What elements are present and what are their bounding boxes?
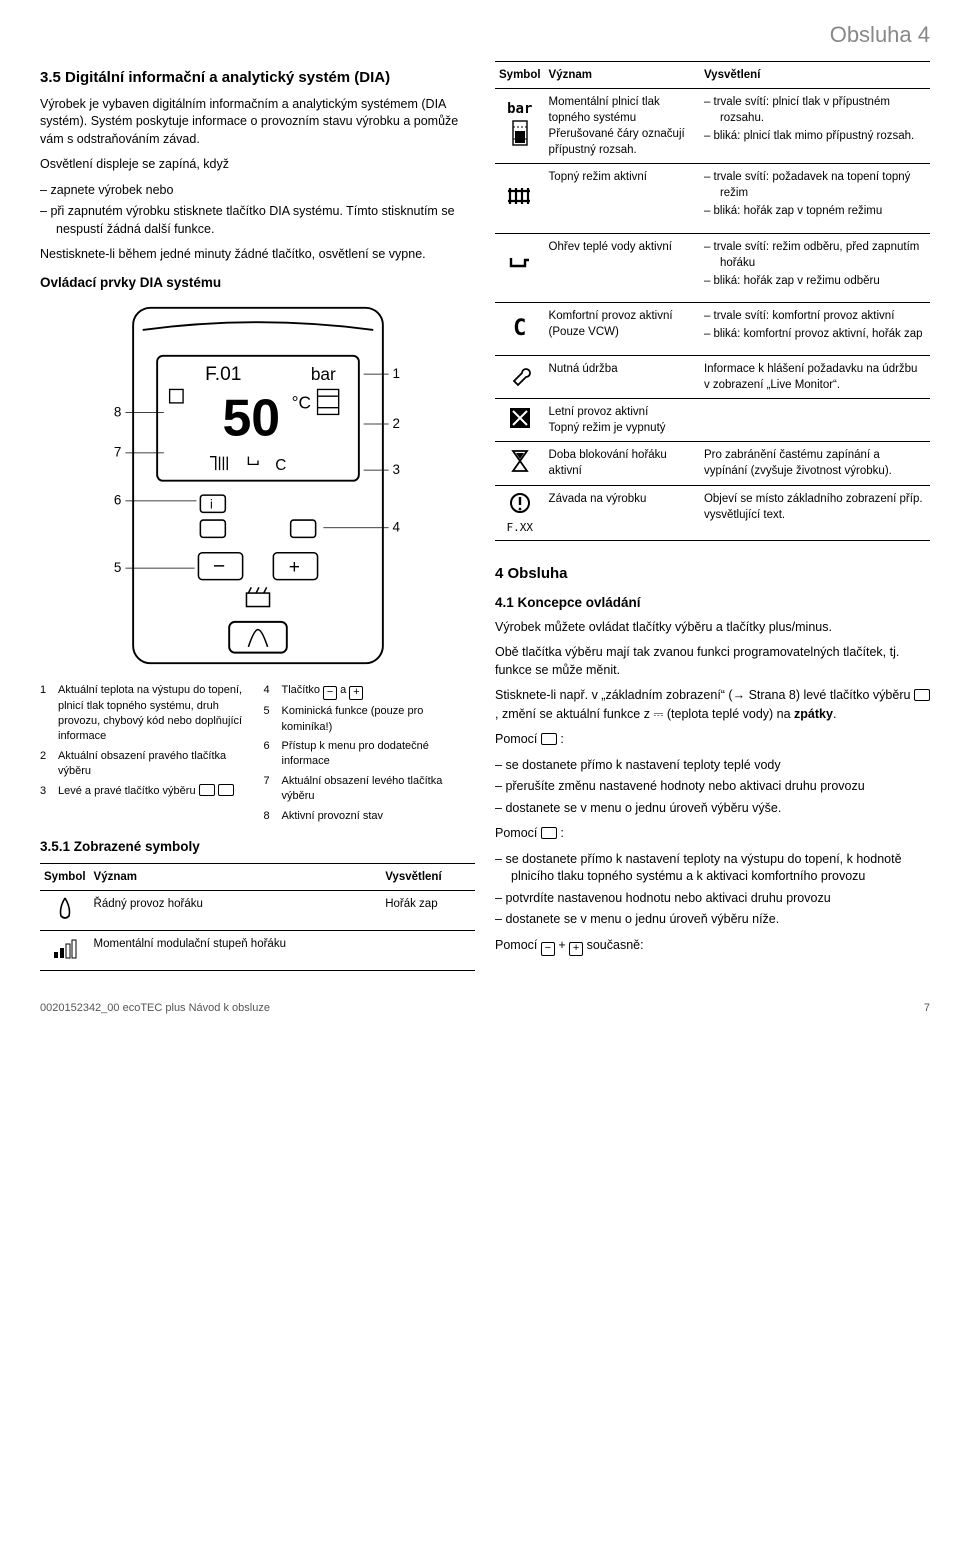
table-row: Řádný provoz hořáku Hořák zap (40, 890, 475, 930)
table-row: Ohřev teplé vody aktivní trvale svítí: r… (495, 233, 930, 302)
svg-text:3: 3 (392, 462, 399, 477)
svg-text:1: 1 (392, 366, 399, 381)
para-4-1-a: Výrobek můžete ovládat tlačítky výběru a… (495, 619, 930, 637)
table-row: bar Momentální plnicí tlak topného systé… (495, 88, 930, 163)
modulation-bars-icon (40, 931, 90, 971)
symbols-table-left: Symbol Význam Vysvětlení Řádný provoz ho… (40, 863, 475, 971)
left-column: 3.5 Digitální informační a analytický sy… (40, 61, 475, 971)
table-row: F.XX Závada na výrobku Objeví se místo z… (495, 485, 930, 540)
svg-text:C: C (275, 457, 286, 474)
right-column: Symbol Význam Vysvětlení bar Momentální … (495, 61, 930, 971)
section-3-5-1-title: 3.5.1 Zobrazené symboly (40, 838, 475, 857)
para-pomoci-right: Pomocí : (495, 825, 930, 843)
svg-text:8: 8 (113, 404, 120, 419)
svg-text:−: − (212, 555, 224, 578)
svg-text:+: + (288, 557, 299, 578)
list-item: se dostanete přímo k nastavení teploty t… (495, 757, 930, 775)
display-temp: 50 (222, 388, 280, 446)
footer-page-number: 7 (924, 1001, 930, 1016)
para-pomoci-left: Pomocí : (495, 731, 930, 749)
figure-legend: 1Aktuální teplota na výstupu do topení, … (40, 683, 475, 828)
bullet-on-1: zapnete výrobek nebo (40, 182, 475, 200)
page-footer: 0020152342_00 ecoTEC plus Návod k obsluz… (40, 1001, 930, 1016)
footer-doc-id: 0020152342_00 ecoTEC plus Návod k obsluz… (40, 1001, 270, 1016)
list-item: dostanete se v menu o jednu úroveň výběr… (495, 800, 930, 818)
bullet-on-2: při zapnutém výrobku stisknete tlačítko … (40, 203, 475, 238)
svg-text:6: 6 (113, 492, 120, 507)
display-deg: °C (291, 392, 310, 412)
hourglass-icon (495, 442, 545, 485)
svg-text:7: 7 (113, 444, 120, 459)
table-row: Nutná údržba Informace k hlášení požadav… (495, 356, 930, 399)
list-item: přerušíte změnu nastavené hodnoty nebo a… (495, 778, 930, 796)
section-4-1-title: 4.1 Koncepce ovládání (495, 594, 930, 613)
list-item: dostanete se v menu o jednu úroveň výběr… (495, 911, 930, 929)
dia-system-figure: F.01 bar 50 °C C i (103, 303, 413, 674)
table-row: C Komfortní provoz aktivní (Pouze VCW) t… (495, 302, 930, 355)
section-4-title: 4 Obsluha (495, 563, 930, 584)
list-item: se dostanete přímo k nastavení teploty n… (495, 851, 930, 886)
tap-icon (495, 233, 545, 302)
summer-mode-icon (495, 399, 545, 442)
list-item: potvrdíte nastavenou hodnotu nebo aktiva… (495, 890, 930, 908)
para-light-off: Nestisknete-li během jedné minuty žádné … (40, 246, 475, 264)
display-bar: bar (310, 364, 335, 384)
svg-text:4: 4 (392, 519, 400, 534)
figure-title: Ovládací prvky DIA systému (40, 274, 475, 293)
fault-icon: F.XX (495, 485, 545, 540)
para-4-1-b: Obě tlačítka výběru mají tak zvanou funk… (495, 644, 930, 679)
page-header: Obsluha 4 (40, 20, 930, 51)
para-intro-1: Výrobek je vybaven digitálním informační… (40, 96, 475, 149)
flame-icon (40, 890, 90, 930)
display-code: F.01 (205, 364, 241, 385)
para-4-1-c: Stisknete-li např. v „základním zobrazen… (495, 687, 930, 723)
para-pomoci-both: Pomocí − + + současně: (495, 937, 930, 956)
table-row: Letní provoz aktivní Topný režim je vypn… (495, 399, 930, 442)
para-intro-2: Osvětlení displeje se zapíná, když (40, 156, 475, 174)
table-row: Doba blokování hořáku aktivní Pro zabrán… (495, 442, 930, 485)
bar-pressure-icon: bar (495, 88, 545, 163)
symbols-table-right: Symbol Význam Vysvětlení bar Momentální … (495, 61, 930, 541)
comfort-c-icon: C (495, 302, 545, 355)
wrench-icon (495, 356, 545, 399)
section-3-5-title: 3.5 Digitální informační a analytický sy… (40, 67, 475, 88)
svg-text:i: i (209, 497, 212, 511)
table-row: Momentální modulační stupeň hořáku (40, 931, 475, 971)
table-row: Topný režim aktivní trvale svítí: požada… (495, 164, 930, 233)
svg-text:5: 5 (113, 560, 120, 575)
radiator-icon (495, 164, 545, 233)
svg-text:2: 2 (392, 416, 399, 431)
